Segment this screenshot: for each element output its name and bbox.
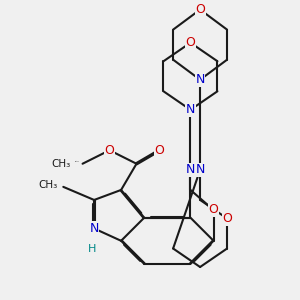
Text: N: N	[195, 164, 205, 176]
Text: CH₃: CH₃	[52, 159, 71, 169]
Text: H: H	[88, 244, 96, 254]
Text: O: O	[222, 212, 232, 225]
Text: N: N	[89, 222, 99, 235]
Text: N: N	[186, 164, 195, 176]
Text: O: O	[208, 203, 218, 217]
Text: CH₃: CH₃	[38, 180, 58, 190]
Text: N: N	[186, 103, 195, 116]
Text: methyl: methyl	[75, 160, 80, 162]
Text: O: O	[195, 3, 205, 16]
Text: O: O	[105, 144, 115, 157]
Text: O: O	[185, 36, 195, 49]
Text: O: O	[155, 144, 165, 157]
Text: N: N	[195, 73, 205, 86]
